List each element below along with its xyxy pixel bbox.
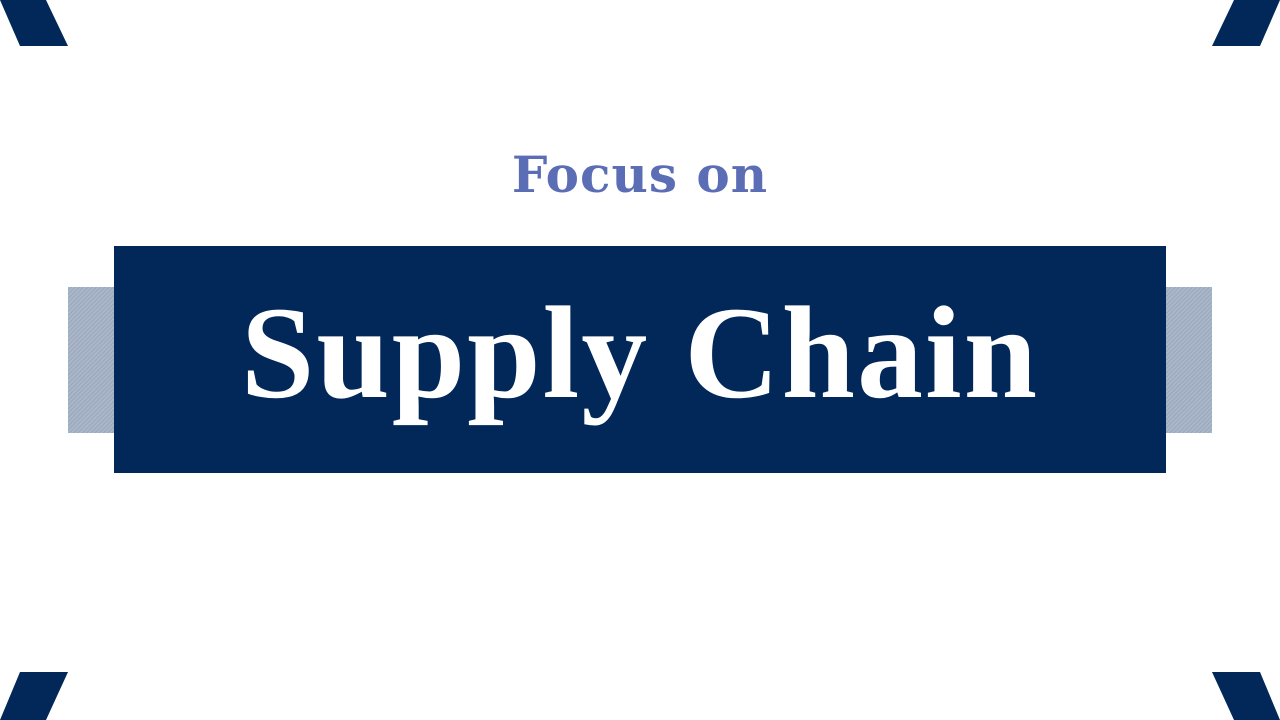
slide-subtitle: Focus on: [511, 145, 769, 204]
title-banner: Supply Chain: [114, 246, 1166, 473]
slide-title: Supply Chain: [240, 278, 1040, 426]
corner-stripe-bottom-right: [1210, 672, 1280, 720]
decorative-side-bar-right: [1164, 287, 1212, 433]
corner-stripe-top-right: [1210, 0, 1280, 48]
corner-stripe-bottom-left: [0, 672, 70, 720]
decorative-side-bar-left: [68, 287, 116, 433]
corner-stripe-top-left: [0, 0, 70, 48]
